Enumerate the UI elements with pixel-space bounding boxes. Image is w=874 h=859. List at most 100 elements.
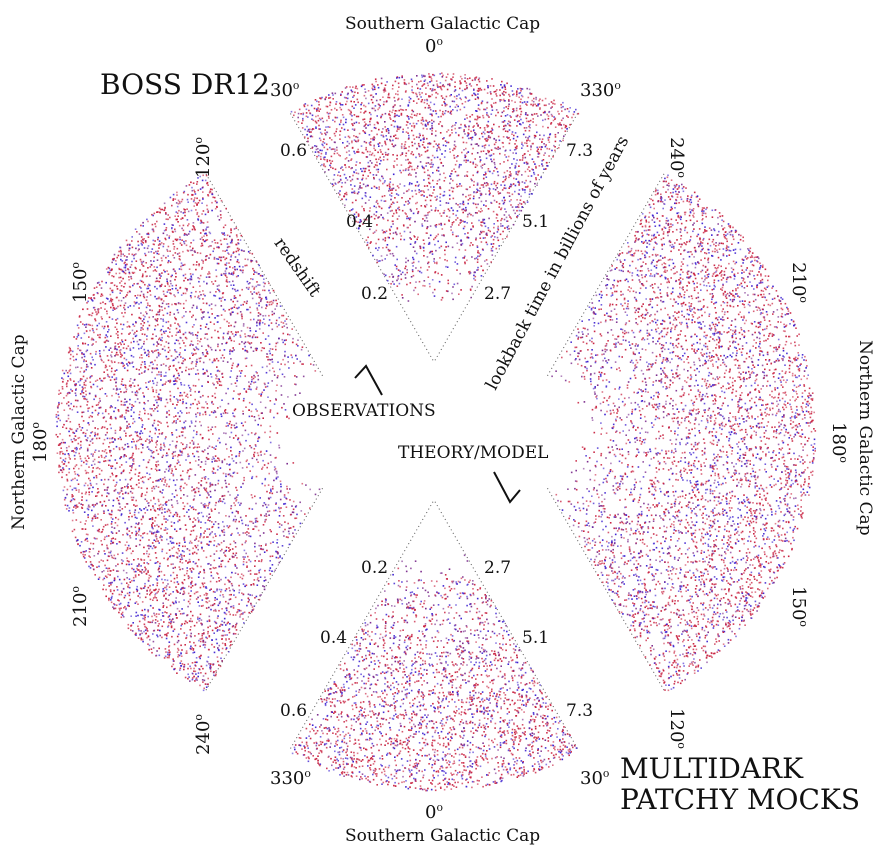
- galaxy-point: [408, 101, 411, 104]
- galaxy-point: [370, 187, 373, 189]
- galaxy-point: [382, 89, 385, 91]
- galaxy-point: [436, 156, 439, 159]
- galaxy-point: [408, 683, 411, 685]
- galaxy-point: [512, 94, 514, 96]
- galaxy-point: [504, 130, 507, 132]
- galaxy-point: [499, 742, 502, 744]
- galaxy-point: [569, 749, 572, 752]
- galaxy-point: [569, 734, 571, 736]
- galaxy-point: [335, 130, 337, 133]
- galaxy-point: [373, 231, 376, 233]
- galaxy-point: [503, 180, 505, 183]
- galaxy-point: [409, 165, 411, 167]
- galaxy-point: [358, 186, 361, 189]
- galaxy-point: [304, 128, 306, 131]
- galaxy-point: [305, 727, 308, 730]
- galaxy-point: [350, 677, 353, 679]
- galaxy-point: [380, 255, 383, 257]
- galaxy-point: [467, 232, 469, 234]
- galaxy-point: [418, 656, 420, 658]
- galaxy-point: [460, 701, 463, 703]
- galaxy-point: [518, 757, 521, 759]
- galaxy-point: [539, 108, 541, 110]
- galaxy-point: [325, 151, 327, 154]
- galaxy-point: [537, 103, 539, 106]
- galaxy-point: [538, 165, 541, 167]
- galaxy-point: [501, 763, 504, 765]
- galaxy-point: [557, 748, 559, 751]
- galaxy-point: [461, 136, 464, 139]
- galaxy-point: [356, 643, 358, 645]
- galaxy-point: [511, 163, 513, 165]
- wedge-edge-line: [434, 501, 580, 752]
- galaxy-point: [351, 643, 353, 646]
- galaxy-point: [407, 158, 409, 161]
- galaxy-point: [405, 213, 407, 215]
- galaxy-point: [504, 674, 506, 677]
- galaxy-point: [454, 145, 457, 148]
- galaxy-point: [395, 681, 398, 683]
- galaxy-point: [406, 115, 409, 117]
- galaxy-point: [506, 630, 508, 633]
- galaxy-point: [411, 262, 414, 264]
- galaxy-point: [569, 107, 571, 109]
- galaxy-point: [411, 85, 413, 88]
- galaxy-point: [437, 272, 439, 275]
- galaxy-point: [439, 655, 441, 657]
- galaxy-point: [450, 717, 453, 720]
- galaxy-point: [413, 607, 415, 610]
- galaxy-point: [403, 660, 405, 662]
- galaxy-point: [410, 635, 413, 638]
- galaxy-point: [490, 715, 492, 718]
- galaxy-point: [456, 748, 459, 751]
- galaxy-point: [531, 746, 533, 748]
- galaxy-point: [439, 121, 442, 123]
- galaxy-point: [510, 116, 512, 118]
- galaxy-point: [499, 746, 502, 749]
- galaxy-point: [460, 289, 462, 291]
- galaxy-point: [392, 670, 395, 672]
- galaxy-point: [343, 735, 346, 737]
- galaxy-point: [490, 104, 493, 106]
- galaxy-point: [482, 758, 485, 760]
- galaxy-point: [509, 185, 511, 188]
- galaxy-point: [380, 115, 383, 118]
- galaxy-point: [532, 100, 535, 103]
- galaxy-point: [414, 220, 416, 223]
- galaxy-point: [421, 76, 424, 78]
- galaxy-point: [429, 175, 431, 178]
- galaxy-point: [485, 723, 488, 725]
- galaxy-point: [451, 678, 453, 681]
- galaxy-point: [483, 132, 486, 135]
- galaxy-point: [491, 679, 493, 682]
- galaxy-point: [350, 110, 352, 113]
- galaxy-point: [398, 639, 401, 641]
- galaxy-point: [423, 242, 426, 245]
- galaxy-point: [445, 697, 447, 700]
- galaxy-point: [400, 599, 403, 602]
- galaxy-point: [520, 94, 523, 97]
- galaxy-point: [355, 639, 358, 641]
- galaxy-point: [376, 743, 378, 746]
- galaxy-point: [365, 97, 367, 100]
- galaxy-point: [515, 95, 518, 97]
- galaxy-point: [431, 279, 434, 281]
- galaxy-point: [524, 170, 527, 173]
- galaxy-point: [368, 664, 371, 667]
- galaxy-point: [373, 760, 376, 763]
- galaxy-point: [394, 264, 396, 266]
- galaxy-point: [488, 131, 490, 134]
- galaxy-point: [426, 98, 428, 101]
- galaxy-point: [373, 643, 376, 645]
- galaxy-point: [438, 178, 441, 181]
- galaxy-point: [380, 725, 382, 728]
- galaxy-point: [535, 96, 537, 99]
- galaxy-point: [499, 697, 502, 700]
- galaxy-point: [554, 149, 556, 152]
- galaxy-point: [409, 182, 411, 184]
- galaxy-point: [324, 132, 326, 135]
- galaxy-point: [499, 688, 502, 690]
- galaxy-point: [391, 273, 393, 276]
- galaxy-point: [399, 105, 402, 107]
- galaxy-point: [400, 758, 403, 760]
